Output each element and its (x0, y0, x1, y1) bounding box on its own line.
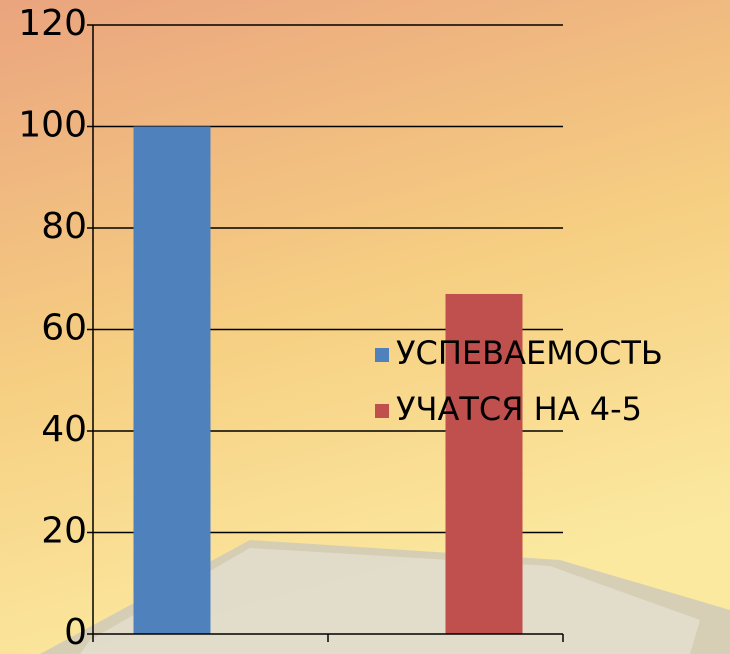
y-tick-label: 60 (41, 308, 87, 349)
legend-label: УСПЕВАЕМОСТЬ (396, 334, 663, 372)
legend-swatch (375, 348, 389, 362)
y-tick-label: 120 (18, 3, 87, 44)
legend-label: УЧАТСЯ НА 4-5 (396, 390, 642, 428)
y-tick-label: 40 (41, 409, 87, 450)
bar (134, 127, 211, 635)
y-tick-label: 20 (41, 511, 87, 552)
y-tick-label: 80 (41, 206, 87, 247)
chart: 0 20 40 60 80 100 120 УСПЕВАЕМОСТЬ УЧАТСЯ НА 4-5 (0, 0, 730, 654)
legend-swatch (375, 404, 389, 418)
y-tick-label: 100 (18, 105, 87, 146)
y-tick-label: 0 (64, 612, 87, 653)
